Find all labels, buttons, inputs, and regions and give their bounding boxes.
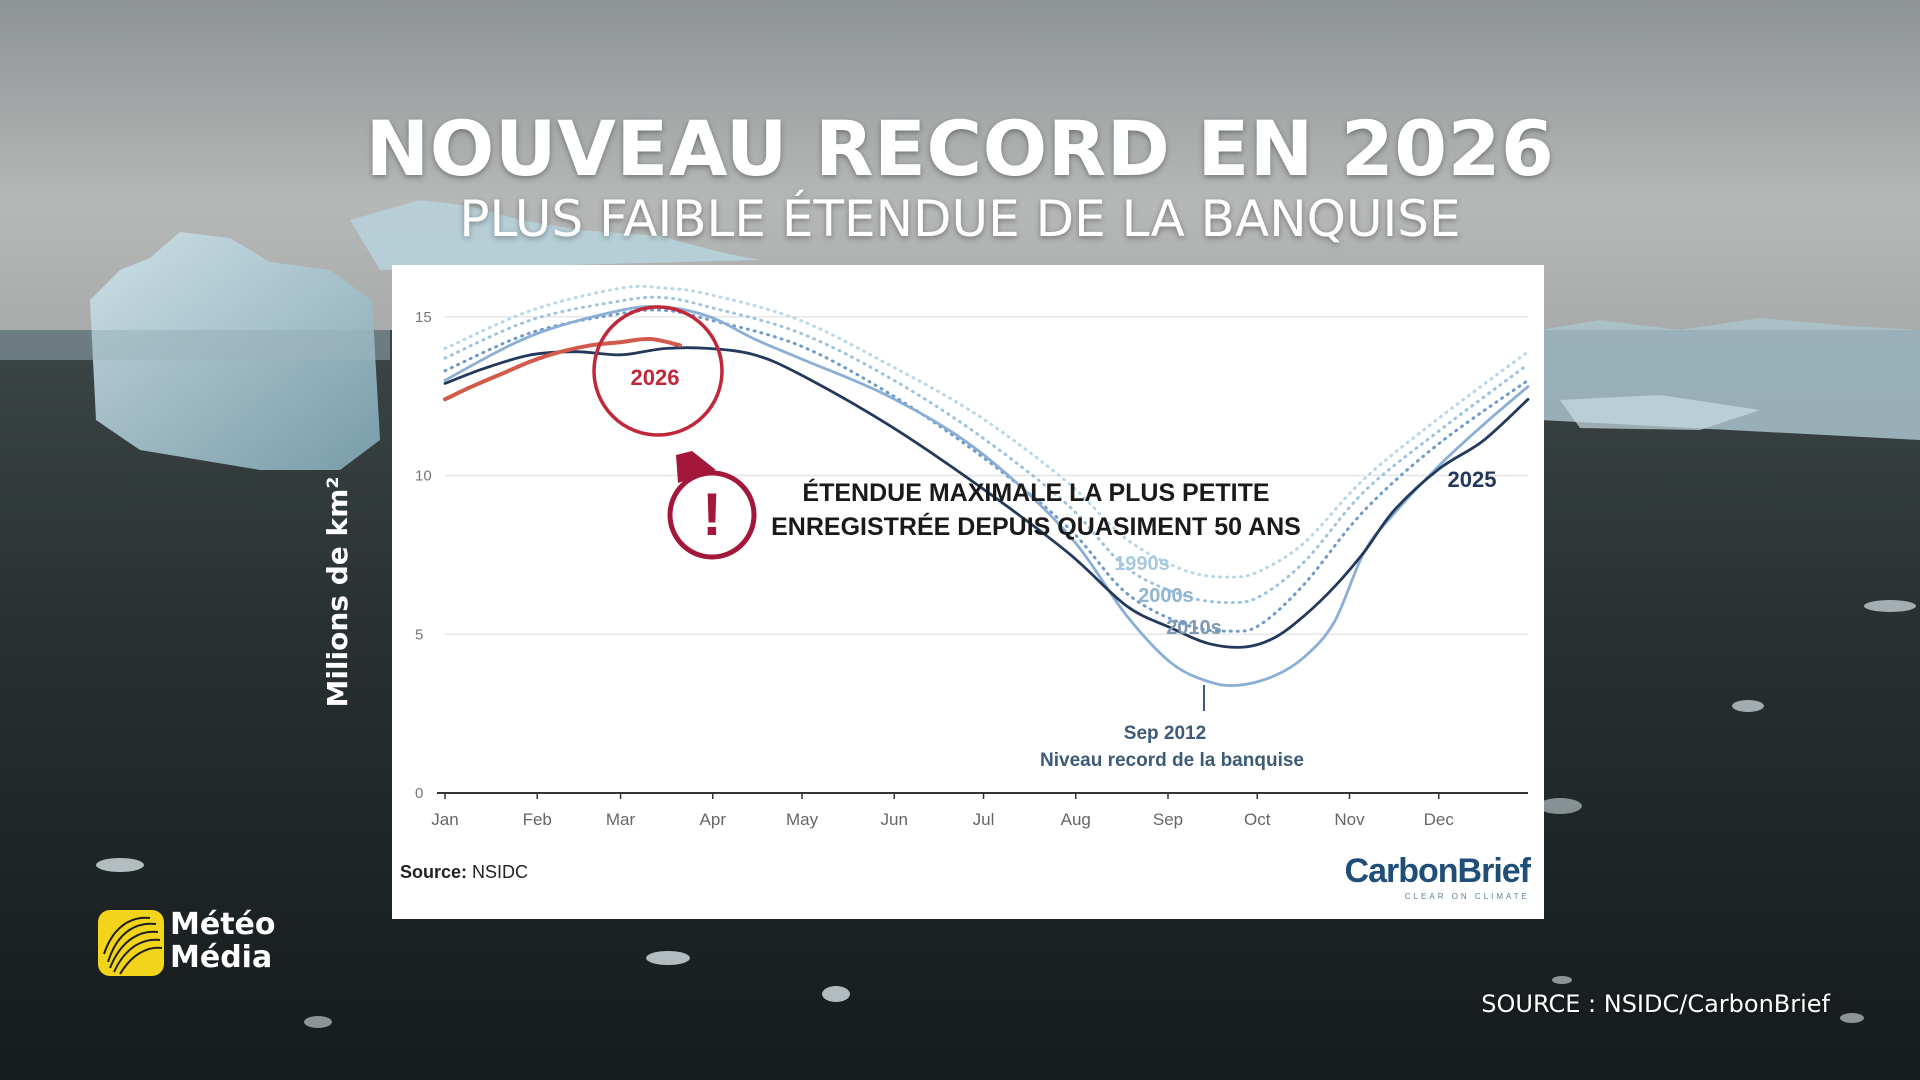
y-tick-label-5: 5 — [415, 626, 423, 643]
x-tick-label-jan: Jan — [431, 810, 458, 829]
series-label-2025: 2025 — [1448, 467, 1497, 492]
x-tick-label-apr: Apr — [700, 810, 727, 829]
x-tick-label-feb: Feb — [523, 810, 552, 829]
chart-panel: 0 5 10 15 Jan Feb Mar Apr May Jun Jul Aug Sep Oct Nov D… — [392, 265, 1544, 919]
y-tick-label-10: 10 — [415, 468, 432, 485]
globe-icon — [98, 910, 164, 976]
x-tick-label-dec: Dec — [1424, 810, 1455, 829]
alert-text-line-2: ENREGISTRÉE DEPUIS QUASIMENT 50 ANS — [771, 512, 1301, 541]
x-tick-label-jun: Jun — [881, 810, 908, 829]
annotation-2012-title: Sep 2012 — [1124, 723, 1206, 744]
x-tick-label-oct: Oct — [1244, 810, 1271, 829]
logo-line-1: Météo — [170, 907, 276, 942]
x-tick-label-mar: Mar — [606, 810, 636, 829]
chart-source-note: Source: NSIDC — [400, 862, 528, 882]
x-tick-label-aug: Aug — [1061, 810, 1091, 829]
y-axis-label: Milions de km² — [321, 476, 354, 708]
footer-source: SOURCE : NSIDC/CarbonBrief — [1481, 990, 1830, 1018]
chart-source-value: NSIDC — [472, 862, 528, 882]
alert-text-line-1: ÉTENDUE MAXIMALE LA PLUS PETITE — [802, 478, 1269, 507]
series-label-1990s: 1990s — [1114, 553, 1170, 575]
page-subtitle: PLUS FAIBLE ÉTENDUE DE LA BANQUISE — [459, 190, 1461, 248]
series-line-1990s — [443, 284, 1530, 579]
annotation-2026-label: 2026 — [631, 365, 680, 390]
x-tick-label-nov: Nov — [1334, 810, 1365, 829]
sea-ice-extent-chart: 0 5 10 15 Jan Feb Mar Apr May Jun Jul Aug Sep Oct Nov D… — [400, 284, 1533, 901]
x-tick-label-sep: Sep — [1153, 810, 1183, 829]
alert-circle — [667, 470, 757, 560]
y-tick-label-15: 15 — [415, 309, 432, 326]
meteo-media-logo: Météo Média — [98, 908, 278, 980]
alert-pointer — [676, 451, 716, 483]
series-line-2026 — [443, 336, 682, 402]
page-title: NOUVEAU RECORD EN 2026 — [365, 104, 1555, 193]
x-tick-label-jul: Jul — [973, 810, 995, 829]
annotation-2012-subtitle: Niveau record de la banquise — [1040, 750, 1304, 771]
logo-line-2: Média — [170, 940, 273, 975]
series-line-2010s — [443, 308, 1530, 633]
carbonbrief-logo: CarbonBrief — [1345, 852, 1532, 890]
x-tick-label-may: May — [786, 810, 819, 829]
carbonbrief-tagline: CLEAR ON CLIMATE — [1405, 892, 1530, 901]
series-label-2000s: 2000s — [1138, 585, 1194, 607]
series-line-2025 — [443, 346, 1530, 649]
series-label-2010s: 2010s — [1166, 617, 1222, 639]
exclamation-icon: ! — [702, 481, 722, 548]
series-line-2000s — [443, 295, 1530, 605]
highlight-circle-2026 — [592, 305, 724, 437]
chart-source-label: Source: — [400, 862, 472, 882]
y-tick-label-0: 0 — [415, 785, 423, 802]
